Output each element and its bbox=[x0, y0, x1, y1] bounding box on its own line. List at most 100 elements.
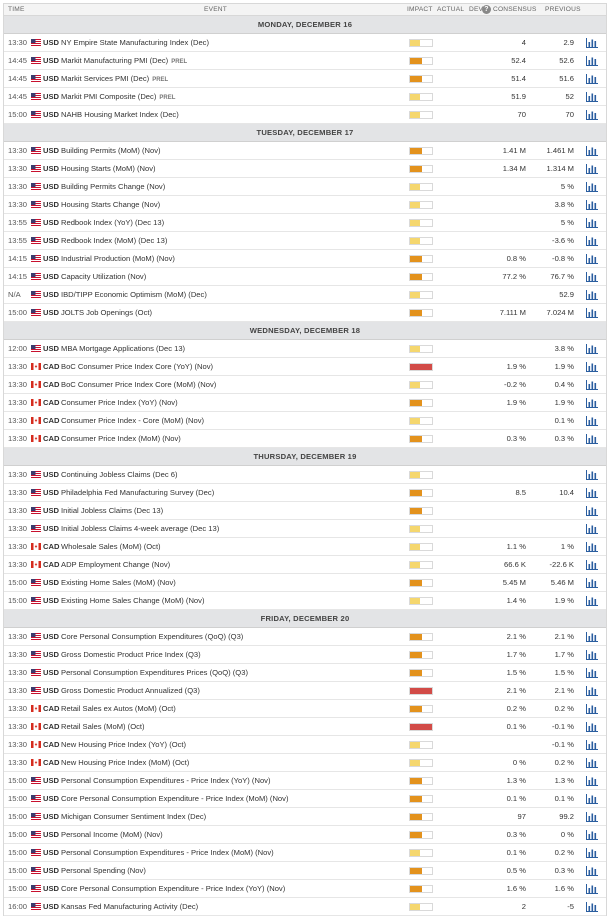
bar-chart-icon[interactable] bbox=[586, 110, 598, 120]
bar-chart-icon[interactable] bbox=[586, 344, 598, 354]
event-name[interactable]: Consumer Price Index (YoY) (Nov) bbox=[61, 398, 178, 407]
event-row[interactable]: 13:30 USD Building Permits Change (Nov) 5 % bbox=[4, 178, 606, 196]
bar-chart-icon[interactable] bbox=[586, 578, 598, 588]
event-name[interactable]: Retail Sales (MoM) (Oct) bbox=[61, 722, 145, 731]
event-name-link[interactable]: Building Permits Change (Nov) bbox=[61, 178, 165, 196]
event-name[interactable]: Industrial Production (MoM) (Nov) bbox=[61, 254, 175, 263]
event-row[interactable]: 14:45 USD Markit PMI Composite (Dec) PREL 51… bbox=[4, 88, 606, 106]
event-name[interactable]: Housing Starts (MoM) (Nov) bbox=[61, 164, 156, 173]
bar-chart-icon[interactable] bbox=[586, 740, 598, 750]
event-row[interactable]: 15:00 USD Personal Spending (Nov) 0.5 % 0.3 … bbox=[4, 862, 606, 880]
event-row[interactable]: 13:30 CAD Wholesale Sales (MoM) (Oct) 1.1 %… bbox=[4, 538, 606, 556]
bar-chart-icon[interactable] bbox=[586, 542, 598, 552]
col-actual-header[interactable]: ACTUAL bbox=[437, 6, 465, 13]
event-row[interactable]: 13:30 USD Gross Domestic Product Price Ind… bbox=[4, 646, 606, 664]
event-row[interactable]: 14:15 USD Capacity Utilization (Nov) 77.2 %… bbox=[4, 268, 606, 286]
bar-chart-icon[interactable] bbox=[586, 470, 598, 480]
event-name[interactable]: ADP Employment Change (Nov) bbox=[61, 560, 171, 569]
event-row[interactable]: 13:30 USD Philadelphia Fed Manufacturing S… bbox=[4, 484, 606, 502]
bar-chart-icon[interactable] bbox=[586, 200, 598, 210]
event-name-link[interactable]: Retail Sales (MoM) (Oct) bbox=[61, 718, 145, 736]
event-name[interactable]: Markit PMI Composite (Dec) bbox=[61, 92, 157, 101]
event-name-link[interactable]: Existing Home Sales (MoM) (Nov) bbox=[61, 574, 176, 592]
event-row[interactable]: 13:30 USD Housing Starts Change (Nov) 3.8 % bbox=[4, 196, 606, 214]
bar-chart-icon[interactable] bbox=[586, 362, 598, 372]
event-row[interactable]: N/A USD IBD/TIPP Economic Optimism (MoM) (… bbox=[4, 286, 606, 304]
event-name[interactable]: Redbook Index (MoM) (Dec 13) bbox=[61, 236, 168, 245]
event-row[interactable]: 13:30 CAD Retail Sales ex Autos (MoM) (Oct… bbox=[4, 700, 606, 718]
bar-chart-icon[interactable] bbox=[586, 398, 598, 408]
event-name[interactable]: Building Permits Change (Nov) bbox=[61, 182, 166, 191]
bar-chart-icon[interactable] bbox=[586, 38, 598, 48]
event-name-link[interactable]: Philadelphia Fed Manufacturing Survey (D… bbox=[61, 484, 214, 502]
bar-chart-icon[interactable] bbox=[586, 650, 598, 660]
event-name[interactable]: Personal Consumption Expenditures Prices… bbox=[61, 668, 248, 677]
event-name[interactable]: Michigan Consumer Sentiment Index (Dec) bbox=[61, 812, 207, 821]
event-row[interactable]: 13:30 USD Gross Domestic Product Annualize… bbox=[4, 682, 606, 700]
event-name-link[interactable]: Industrial Production (MoM) (Nov) bbox=[61, 250, 175, 268]
event-name-link[interactable]: Personal Spending (Nov) bbox=[61, 862, 146, 880]
event-name-link[interactable]: Core Personal Consumption Expenditure - … bbox=[61, 790, 288, 808]
event-row[interactable]: 15:00 USD Core Personal Consumption Expend… bbox=[4, 790, 606, 808]
event-name-link[interactable]: IBD/TIPP Economic Optimism (MoM) (Dec) bbox=[61, 286, 207, 304]
event-name[interactable]: New Housing Price Index (YoY) (Oct) bbox=[61, 740, 187, 749]
col-dev-header[interactable]: DEV bbox=[469, 6, 484, 13]
event-name-link[interactable]: Kansas Fed Manufacturing Activity (Dec) bbox=[61, 898, 198, 916]
event-row[interactable]: 14:15 USD Industrial Production (MoM) (Nov… bbox=[4, 250, 606, 268]
event-name-link[interactable]: Existing Home Sales Change (MoM) (Nov) bbox=[61, 592, 204, 610]
event-row[interactable]: 13:30 USD Initial Jobless Claims 4-week av… bbox=[4, 520, 606, 538]
event-name-link[interactable]: Continuing Jobless Claims (Dec 6) bbox=[61, 466, 177, 484]
event-name[interactable]: Personal Consumption Expenditures - Pric… bbox=[61, 848, 274, 857]
bar-chart-icon[interactable] bbox=[586, 182, 598, 192]
event-name-link[interactable]: Initial Jobless Claims 4-week average (D… bbox=[61, 520, 219, 538]
bar-chart-icon[interactable] bbox=[586, 434, 598, 444]
event-name[interactable]: Markit Manufacturing PMI (Dec) bbox=[61, 56, 169, 65]
bar-chart-icon[interactable] bbox=[586, 704, 598, 714]
event-name-link[interactable]: Markit Manufacturing PMI (Dec) PREL bbox=[61, 52, 187, 71]
event-name[interactable]: Core Personal Consumption Expenditure - … bbox=[61, 884, 286, 893]
bar-chart-icon[interactable] bbox=[586, 884, 598, 894]
event-name-link[interactable]: Personal Income (MoM) (Nov) bbox=[61, 826, 163, 844]
event-row[interactable]: 13:30 CAD Consumer Price Index (MoM) (Nov)… bbox=[4, 430, 606, 448]
bar-chart-icon[interactable] bbox=[586, 506, 598, 516]
event-row[interactable]: 13:30 CAD ADP Employment Change (Nov) 66.6 … bbox=[4, 556, 606, 574]
event-row[interactable]: 15:00 USD Existing Home Sales (MoM) (Nov) 5… bbox=[4, 574, 606, 592]
event-row[interactable]: 13:30 USD Continuing Jobless Claims (Dec 6… bbox=[4, 466, 606, 484]
event-row[interactable]: 13:55 USD Redbook Index (MoM) (Dec 13) -3.6… bbox=[4, 232, 606, 250]
event-name-link[interactable]: New Housing Price Index (YoY) (Oct) bbox=[61, 736, 186, 754]
event-row[interactable]: 13:30 CAD New Housing Price Index (YoY) (O… bbox=[4, 736, 606, 754]
event-name-link[interactable]: BoC Consumer Price Index Core (YoY) (Nov… bbox=[61, 358, 213, 376]
col-previous-header[interactable]: PREVIOUS bbox=[545, 6, 581, 13]
event-row[interactable]: 13:30 CAD Consumer Price Index - Core (MoM… bbox=[4, 412, 606, 430]
col-event-header[interactable]: EVENT bbox=[204, 6, 227, 13]
bar-chart-icon[interactable] bbox=[586, 686, 598, 696]
event-name[interactable]: MBA Mortgage Applications (Dec 13) bbox=[61, 344, 186, 353]
event-name-link[interactable]: Consumer Price Index (MoM) (Nov) bbox=[61, 430, 181, 448]
event-name-link[interactable]: Markit PMI Composite (Dec) PREL bbox=[61, 88, 175, 107]
event-name[interactable]: Gross Domestic Product Annualized (Q3) bbox=[61, 686, 200, 695]
event-name-link[interactable]: Core Personal Consumption Expenditure - … bbox=[61, 880, 285, 898]
event-name[interactable]: Core Personal Consumption Expenditures (… bbox=[61, 632, 244, 641]
event-name[interactable]: Personal Income (MoM) (Nov) bbox=[61, 830, 163, 839]
event-row[interactable]: 13:30 CAD Retail Sales (MoM) (Oct) 0.1 % -0.… bbox=[4, 718, 606, 736]
bar-chart-icon[interactable] bbox=[586, 758, 598, 768]
event-name[interactable]: Initial Jobless Claims (Dec 13) bbox=[61, 506, 164, 515]
bar-chart-icon[interactable] bbox=[586, 218, 598, 228]
bar-chart-icon[interactable] bbox=[586, 776, 598, 786]
event-name-link[interactable]: Wholesale Sales (MoM) (Oct) bbox=[61, 538, 161, 556]
event-name[interactable]: Philadelphia Fed Manufacturing Survey (D… bbox=[61, 488, 215, 497]
col-time-header[interactable]: TIME bbox=[8, 6, 25, 13]
bar-chart-icon[interactable] bbox=[586, 560, 598, 570]
event-name-link[interactable]: Personal Consumption Expenditures - Pric… bbox=[61, 844, 274, 862]
bar-chart-icon[interactable] bbox=[586, 830, 598, 840]
event-name-link[interactable]: Consumer Price Index (YoY) (Nov) bbox=[61, 394, 178, 412]
event-name[interactable]: Consumer Price Index (MoM) (Nov) bbox=[61, 434, 181, 443]
event-name-link[interactable]: Initial Jobless Claims (Dec 13) bbox=[61, 502, 163, 520]
event-name-link[interactable]: BoC Consumer Price Index Core (MoM) (Nov… bbox=[61, 376, 216, 394]
col-impact-header[interactable]: IMPACT bbox=[407, 6, 433, 13]
event-row[interactable]: 15:00 USD Michigan Consumer Sentiment Inde… bbox=[4, 808, 606, 826]
event-name[interactable]: Kansas Fed Manufacturing Activity (Dec) bbox=[61, 902, 199, 911]
event-row[interactable]: 15:00 USD Personal Consumption Expenditure… bbox=[4, 844, 606, 862]
bar-chart-icon[interactable] bbox=[586, 380, 598, 390]
event-row[interactable]: 13:30 CAD New Housing Price Index (MoM) (O… bbox=[4, 754, 606, 772]
